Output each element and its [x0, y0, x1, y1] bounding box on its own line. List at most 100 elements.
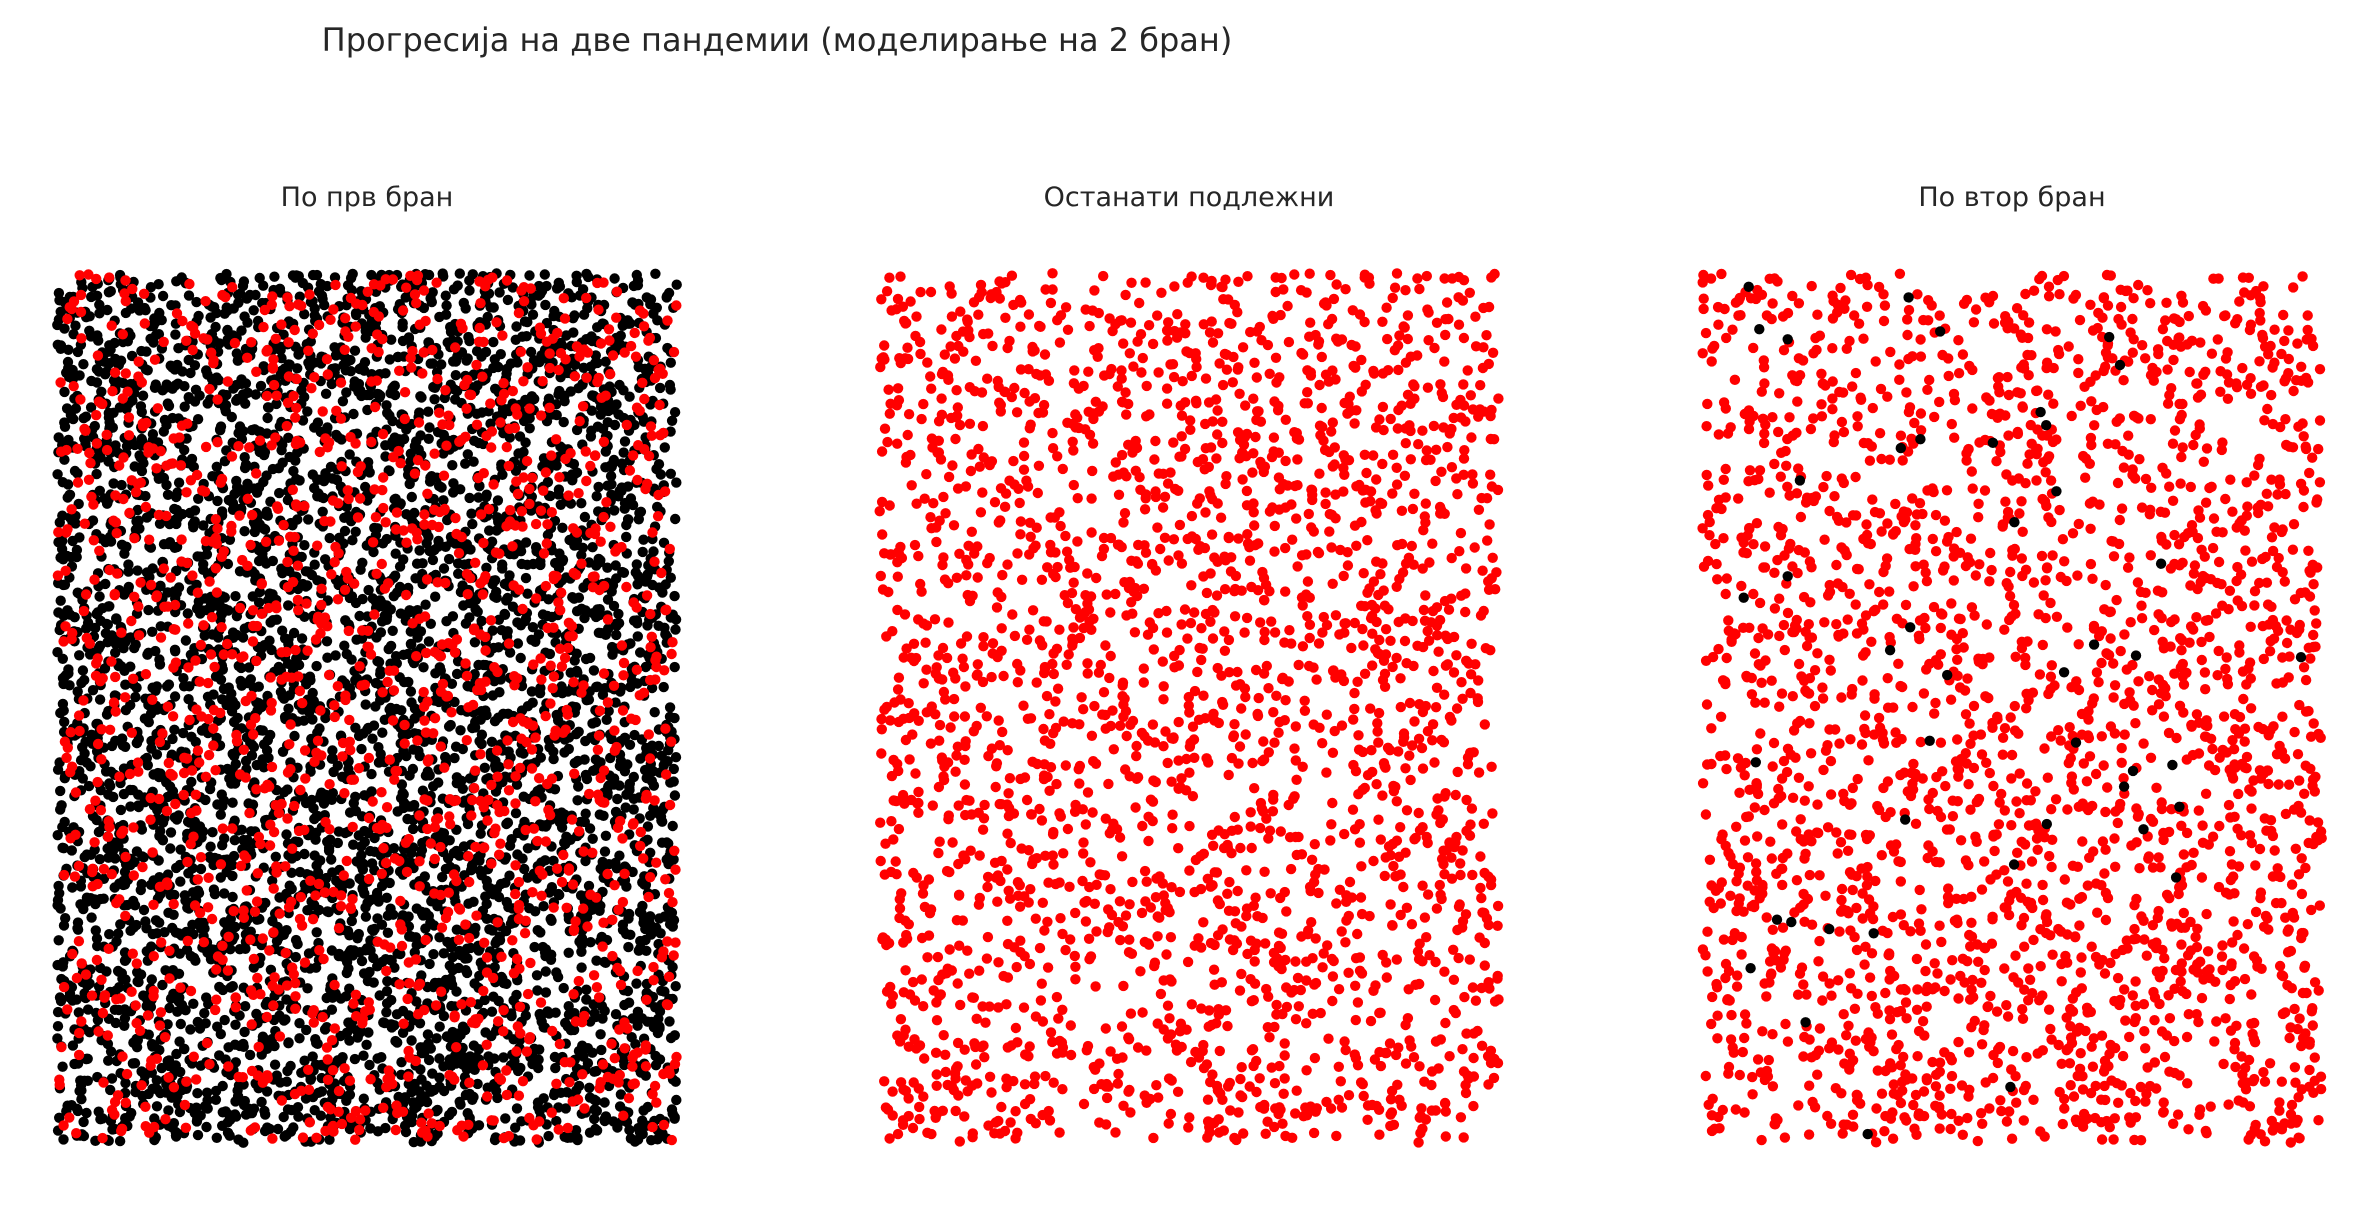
scatter-point [608, 600, 620, 612]
scatter-point [283, 703, 294, 714]
scatter-point [143, 604, 154, 616]
scatter-point [417, 908, 428, 919]
scatter-point [186, 776, 197, 788]
scatter-point [447, 460, 458, 471]
scatter-point [312, 417, 324, 428]
scatter-point [629, 1136, 641, 1147]
scatter-point [559, 747, 570, 758]
scatter-point [585, 937, 596, 948]
scatter-point [179, 1043, 190, 1054]
scatter-point [468, 896, 479, 907]
scatter-point [633, 514, 644, 525]
scatter-point [306, 794, 317, 806]
scatter-point [114, 1135, 126, 1147]
scatter-point [79, 674, 90, 686]
scatter-point [139, 302, 150, 314]
scatter-point [127, 395, 138, 406]
scatter-point [452, 558, 464, 569]
scatter-point [533, 290, 544, 301]
scatter-point [115, 804, 127, 816]
scatter-point [463, 331, 474, 343]
scatter-point [465, 865, 477, 876]
scatter-point [119, 1013, 131, 1024]
scatter-point [481, 875, 492, 887]
scatter-point [77, 665, 89, 676]
scatter-point [311, 660, 322, 672]
scatter-point [183, 392, 194, 403]
scatter-point [599, 846, 611, 857]
scatter-point [428, 781, 439, 792]
scatter-point [567, 475, 578, 486]
scatter-point [355, 564, 366, 575]
scatter-point [133, 976, 144, 988]
scatter-point [593, 627, 605, 638]
scatter-point [424, 422, 435, 433]
scatter-point [404, 478, 415, 490]
scatter-point [64, 680, 75, 691]
scatter-point [396, 779, 408, 790]
scatter-point [71, 544, 83, 556]
scatter-point [529, 941, 540, 953]
scatter-point [423, 406, 434, 417]
scatter-point [461, 355, 472, 366]
scatter-point [490, 383, 501, 394]
scatter-point [309, 559, 320, 570]
scatter-point [178, 681, 190, 692]
scatter-point [362, 724, 373, 735]
scatter-point [294, 1033, 305, 1044]
scatter-point [240, 398, 251, 409]
scatter-point [586, 335, 598, 347]
scatter-point [598, 810, 609, 821]
scatter-point [606, 479, 617, 490]
scatter-point [378, 1017, 389, 1028]
scatter-point [234, 1010, 245, 1021]
scatter-point [101, 709, 113, 720]
scatter-point [434, 311, 445, 323]
scatter-point [234, 566, 246, 577]
scatter-point [59, 816, 70, 828]
scatter-point [183, 694, 194, 705]
scatter-point [139, 713, 151, 724]
scatter-point [296, 551, 307, 563]
scatter-point [298, 715, 310, 726]
scatter-point [387, 383, 398, 394]
scatter-point [250, 389, 261, 400]
scatter-point [112, 965, 124, 977]
scatter-point [485, 302, 496, 313]
scatter-point [227, 797, 238, 808]
scatter-point [464, 597, 475, 609]
scatter-point [261, 558, 272, 569]
scatter-point [573, 726, 584, 737]
scatter-point [466, 508, 477, 519]
scatter-point [209, 889, 221, 900]
scatter-point [663, 858, 674, 870]
scatter-point [558, 982, 569, 994]
scatter-point [165, 993, 177, 1004]
scatter-point [540, 966, 551, 977]
scatter-point [510, 808, 522, 819]
scatter-point [510, 334, 521, 345]
scatter-point [418, 662, 429, 673]
scatter-point [554, 281, 566, 292]
scatter-point [172, 512, 183, 524]
scatter-point [570, 1125, 582, 1136]
scatter-point [341, 967, 352, 979]
scatter-point [162, 489, 174, 500]
scatter-point [381, 998, 393, 1009]
scatter-point [173, 343, 184, 354]
scatter-point [590, 717, 602, 728]
scatter-point [625, 493, 637, 504]
scatter-point [129, 642, 140, 654]
scatter-point [238, 834, 249, 846]
scatter-point [244, 1108, 256, 1119]
scatter-point [671, 477, 682, 488]
scatter-point [94, 854, 106, 865]
scatter-point [322, 836, 333, 847]
scatter-plot-first-wave [52, 268, 682, 1148]
scatter-point [66, 1100, 77, 1111]
scatter-point [240, 1001, 251, 1012]
scatter-point [380, 1122, 391, 1134]
scatter-point [641, 945, 652, 956]
scatter-point [59, 716, 70, 728]
scatter-point [569, 593, 580, 604]
